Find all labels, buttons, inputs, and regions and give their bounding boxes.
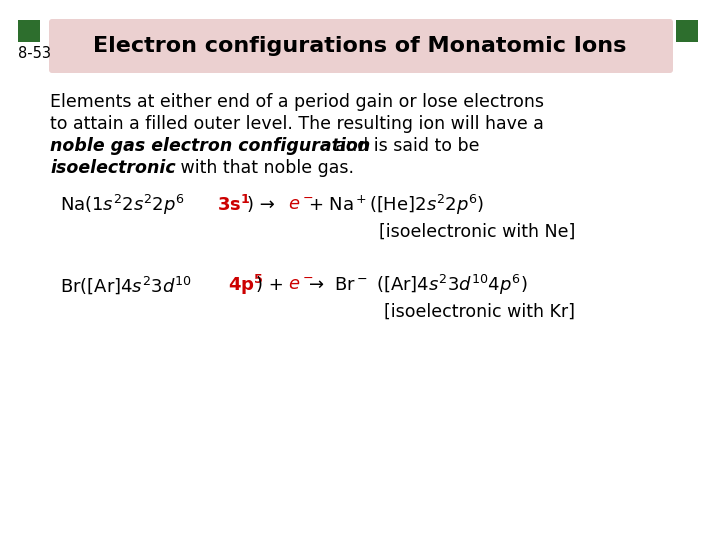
Text: isoelectronic: isoelectronic: [50, 159, 176, 177]
Text: →  Br$^-$ ([Ar]4$s^2$3$d^{10}$4$p^6$): → Br$^-$ ([Ar]4$s^2$3$d^{10}$4$p^6$): [308, 273, 528, 297]
Text: ) +: ) +: [256, 276, 289, 294]
Text: ) →: ) →: [247, 196, 275, 214]
Text: $\mathbf{4p^5}$: $\mathbf{4p^5}$: [228, 273, 264, 297]
Text: [isoelectronic with Ne]: [isoelectronic with Ne]: [379, 223, 575, 241]
Text: Na(1$s^2$2$s^2$2$p^6$: Na(1$s^2$2$s^2$2$p^6$: [60, 193, 185, 217]
Text: $e^-$: $e^-$: [288, 276, 314, 294]
Text: and is said to be: and is said to be: [330, 137, 480, 155]
Text: with that noble gas.: with that noble gas.: [175, 159, 354, 177]
Bar: [676, 20, 698, 42]
Bar: [18, 20, 40, 42]
Text: Elements at either end of a period gain or lose electrons: Elements at either end of a period gain …: [50, 93, 544, 111]
FancyBboxPatch shape: [49, 19, 673, 73]
Text: noble gas electron configuration: noble gas electron configuration: [50, 137, 370, 155]
Text: to attain a filled outer level. The resulting ion will have a: to attain a filled outer level. The resu…: [50, 115, 544, 133]
Text: 8-53: 8-53: [18, 46, 51, 61]
Text: Br([Ar]4$s^2$3$d^{10}$: Br([Ar]4$s^2$3$d^{10}$: [60, 274, 192, 296]
Text: + Na$^+$([He]2$s^2$2$p^6$): + Na$^+$([He]2$s^2$2$p^6$): [308, 193, 485, 217]
Text: [isoelectronic with Kr]: [isoelectronic with Kr]: [384, 303, 575, 321]
Text: Electron configurations of Monatomic Ions: Electron configurations of Monatomic Ion…: [94, 36, 626, 56]
Text: $e^-$: $e^-$: [288, 196, 314, 214]
Text: $\mathbf{3s^1}$: $\mathbf{3s^1}$: [217, 195, 251, 215]
